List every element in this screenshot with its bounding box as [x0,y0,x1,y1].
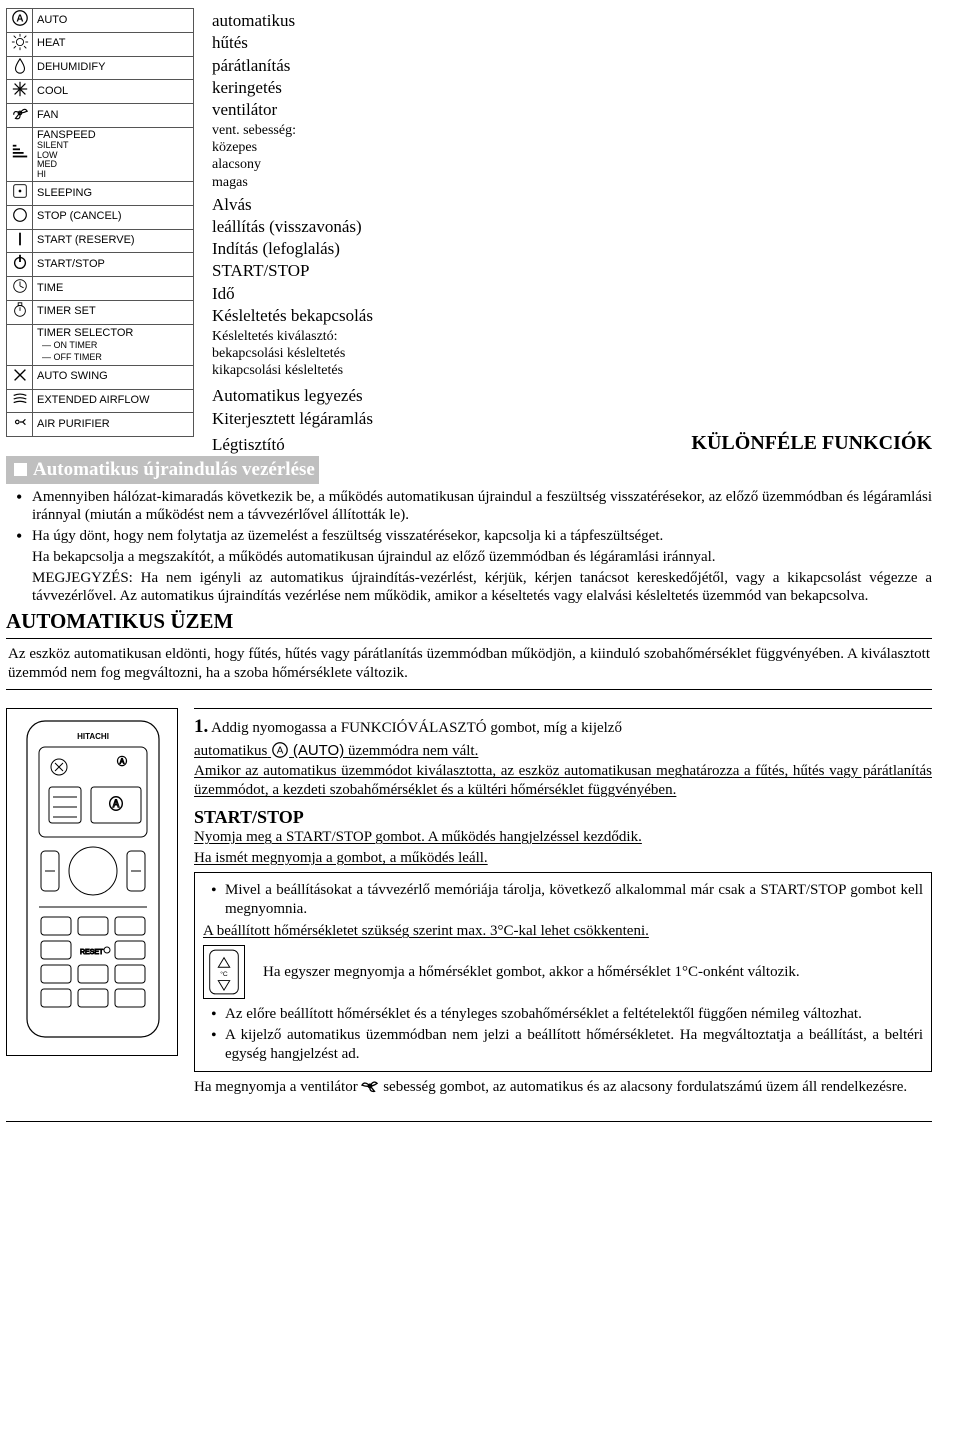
legend-icon: A [7,9,33,33]
bullet-item: Amennyiben hálózat-kimaradás következik … [32,488,932,526]
bullet-item: Ha úgy dönt, hogy nem folytatja az üzeme… [32,527,932,546]
legend-icon [7,32,33,56]
legend-label: FANSPEEDSILENTLOWMEDHI [33,127,194,181]
legend-label: HEAT [33,32,194,56]
legend-icon [7,80,33,104]
label-start: Indítás (lefoglalás) [212,238,932,259]
temp-button-icon: °C [203,945,245,999]
fan-speed-note: Ha megnyomja a ventilátor sebesség gombo… [194,1078,932,1097]
label-fanspeed-med: közepes [212,140,932,156]
label-autoswing: Automatikus legyezés [212,385,932,406]
temp-adjust-line: A beállított hőmérsékletet szükség szeri… [203,922,923,941]
startstop-line1: Nyomja meg a START/STOP gombot. A működé… [194,828,932,847]
svg-text:Ⓐ: Ⓐ [117,756,127,768]
label-fanspeed: vent. sebesség: [212,123,932,139]
square-bullet-icon [14,463,27,476]
label-ontimer: bekapcsolási késleltetés [212,346,932,362]
temp-change-text: Ha egyszer megnyomja a hőmérséklet gombo… [263,963,923,982]
legend-label: TIME [33,277,194,301]
heading-functions: KÜLÖNFÉLE FUNKCIÓK [691,431,932,456]
label-offtimer: kikapcsolási késleltetés [212,363,932,379]
label-dehumidify: párátlanítás [212,55,932,76]
legend-label: EXTENDED AIRFLOW [33,389,194,413]
label-sleeping: Alvás [212,194,932,215]
label-heat: hűtés [212,32,932,53]
legend-icon [7,277,33,301]
step-1-lead: 1. Addig nyomogassa a FUNKCIÓVÁLASZTÓ go… [194,715,932,739]
legend-icon [7,324,33,365]
legend-icon [7,127,33,181]
legend-label: START/STOP [33,253,194,277]
remote-control-illustration: HITACHI Ⓐ Ⓐ [6,708,178,1056]
startstop-line2: Ha ismét megnyomja a gombot, a működés l… [194,849,932,868]
svg-text:A: A [277,745,284,756]
auto-mode-icon: A [271,741,289,759]
legend-icon [7,229,33,253]
restart-bullets: Amennyiben hálózat-kimaradás következik … [6,488,932,546]
legend-label: AUTO [33,9,194,33]
legend-icon [7,389,33,413]
legend-label: TIMER SET [33,300,194,324]
legend-label: TIMER SELECTOR — ON TIMER — OFF TIMER [33,324,194,365]
heading-startstop: START/STOP [194,806,932,829]
legend-translation-column: automatikus hűtés párátlanítás keringeté… [212,8,932,456]
svg-text:RESET: RESET [80,949,104,956]
svg-text:HITACHI: HITACHI [77,732,109,741]
legend-label: SLEEPING [33,182,194,206]
settings-memory-box: Mivel a beállításokat a távvezérlő memór… [194,872,932,1073]
legend-icon [7,253,33,277]
label-stop: leállítás (visszavonás) [212,216,932,237]
label-fanspeed-hi: magas [212,175,932,191]
note-line: Ha bekapcsolja a megszakítót, a működés … [6,548,932,567]
label-timerselector: Késleltetés kiválasztó: [212,329,932,345]
note-line: MEGJEGYZÉS: Ha nem igényli az automatiku… [6,569,932,607]
label-auto: automatikus [212,10,932,31]
svg-text:A: A [16,14,23,25]
section-restart-control: Automatikus újraindulás vezérlése [6,456,319,484]
label-timerset: Késleltetés bekapcsolás [212,305,932,326]
legend-icon [7,56,33,80]
bullet-item: Mivel a beállításokat a távvezérlő memór… [225,881,923,919]
label-cool: keringetés [212,77,932,98]
legend-label: COOL [33,80,194,104]
legend-label: STOP (CANCEL) [33,205,194,229]
legend-label: AUTO SWING [33,365,194,389]
fan-icon [361,1078,379,1094]
bottom-rule [6,1121,932,1122]
svg-text:°C: °C [220,970,228,978]
icon-legend-table: A AUTOHEATDEHUMIDIFYCOOLFANFANSPEEDSILENT… [6,8,194,437]
legend-label: FAN [33,104,194,128]
legend-icon [7,205,33,229]
bullet-item: A kijelző automatikus üzemmódban nem jel… [225,1026,923,1064]
heading-automatic-mode: AUTOMATIKUS ÜZEM [6,608,932,634]
label-airpurifier: Légtisztító [212,434,285,455]
legend-label: DEHUMIDIFY [33,56,194,80]
legend-icon [7,104,33,128]
step-1-line2: automatikus A (AUTO) üzemmódra nem vált. [194,741,932,761]
label-extairflow: Kiterjesztett légáramlás [212,408,932,429]
legend-icon [7,182,33,206]
legend-icon [7,365,33,389]
legend-icon [7,413,33,437]
step-1-desc: Amikor az automatikus üzemmódot kiválasz… [194,762,932,800]
label-fan: ventilátor [212,99,932,120]
label-fanspeed-low: alacsony [212,157,932,173]
legend-icon [7,300,33,324]
legend-label: AIR PURIFIER [33,413,194,437]
label-time: Idő [212,283,932,304]
bullet-item: Az előre beállított hőmérséklet és a tén… [225,1005,923,1024]
label-startstop: START/STOP [212,260,932,281]
automatic-mode-description: Az eszköz automatikusan eldönti, hogy fű… [6,638,932,690]
legend-label: START (RESERVE) [33,229,194,253]
svg-text:Ⓐ: Ⓐ [109,796,123,812]
